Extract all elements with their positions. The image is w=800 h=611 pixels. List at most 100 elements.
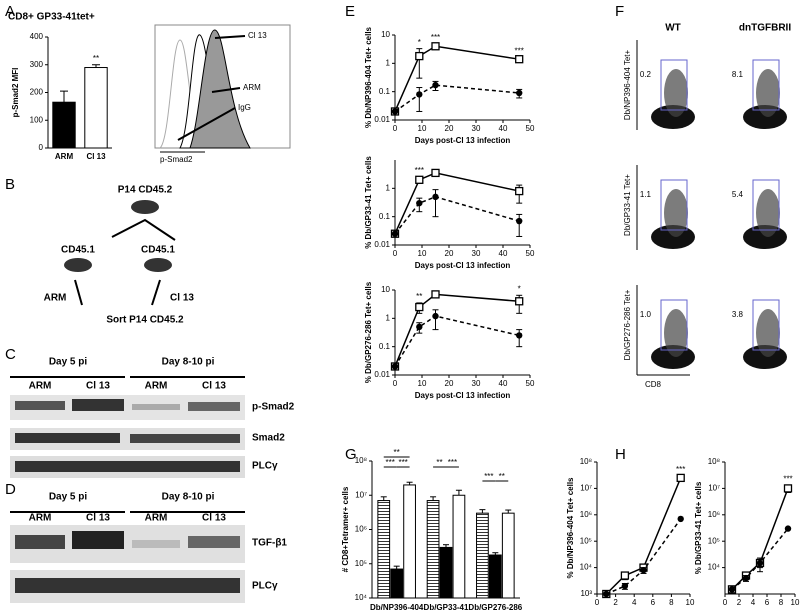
x-tick-label: 8: [669, 598, 674, 607]
point: [432, 193, 439, 201]
significance: *: [418, 38, 421, 47]
bar: [501, 512, 515, 599]
series-line: [394, 45, 520, 112]
gate-percent: 5.4: [732, 190, 744, 199]
y-tick-label: 1: [386, 313, 391, 322]
point: [515, 55, 524, 64]
gate-percent: 3.8: [732, 310, 744, 319]
y-tick-label: 400: [30, 32, 44, 41]
comparison-label: **: [394, 448, 400, 457]
x-tick-label: 40: [499, 249, 508, 258]
bar: [52, 101, 76, 149]
panel-label: C: [5, 346, 16, 363]
series-line: [605, 477, 682, 595]
significance: ***: [515, 47, 524, 56]
y-tick-label: 10⁶: [708, 510, 720, 519]
significance: ***: [415, 166, 424, 175]
histogram-label: IgG: [238, 103, 251, 112]
lane-label: Cl 13: [202, 513, 226, 524]
comparison-label: ***: [398, 458, 407, 467]
y-tick-label: 0.1: [379, 87, 391, 96]
y-axis-label: % Db/GP33-41 Tet+ cells: [364, 156, 373, 249]
x-tick-label: 4: [632, 598, 637, 607]
bar: [426, 500, 440, 599]
lane-label: Cl 13: [86, 381, 110, 392]
node-label: Sort P14 CD45.2: [106, 315, 184, 326]
significance: **: [416, 292, 422, 301]
x-tick-label: 0: [393, 249, 398, 258]
y-tick-label: 10⁷: [355, 490, 367, 499]
x-axis-label: Days post-Cl 13 infection: [415, 136, 511, 145]
bar: [452, 494, 466, 599]
x-tick-label: Db/GP33-41: [424, 603, 469, 611]
y-tick-label: 10: [381, 285, 390, 294]
axis-label: p-Smad2: [160, 155, 193, 164]
lane-label: ARM: [145, 381, 168, 392]
histogram-curve: [189, 29, 251, 149]
y-tick-label: 0: [39, 143, 44, 152]
significance: *: [518, 284, 521, 293]
blot-d: [10, 511, 245, 603]
axis-label: CD8: [645, 380, 662, 389]
point: [742, 574, 750, 582]
x-axis-label: Days post-Cl 13 infection: [415, 391, 511, 400]
group-label: Day 5 pi: [49, 357, 88, 368]
y-tick-label: 10: [381, 30, 390, 39]
significance: ***: [783, 475, 792, 484]
point: [676, 473, 685, 483]
gate: [660, 299, 688, 351]
x-tick-label: 2: [613, 598, 618, 607]
y-tick-label: 10⁵: [355, 559, 367, 568]
x-tick-label: 20: [445, 249, 454, 258]
diagram-arrows: [74, 218, 176, 306]
cell-population: [664, 69, 688, 117]
cell-population: [756, 189, 780, 237]
gate: [752, 299, 780, 351]
x-tick-label: 10: [686, 598, 695, 607]
series-line: [394, 84, 520, 113]
cell-population: [651, 345, 695, 369]
mouse-icons: [64, 200, 172, 272]
cell-population: [743, 345, 787, 369]
panel-label: G: [345, 446, 357, 463]
y-tick-label: 10⁸: [708, 457, 720, 466]
x-tick-label: 6: [765, 598, 770, 607]
comparison-label: ***: [386, 458, 395, 467]
series-line: [394, 172, 520, 235]
x-tick-label: ARM: [55, 152, 74, 161]
point: [431, 42, 440, 51]
gate: [660, 59, 688, 111]
group-label: Day 5 pi: [49, 492, 88, 503]
y-tick-label: 10⁵: [580, 536, 592, 545]
point: [784, 525, 792, 532]
cell-population: [664, 189, 688, 237]
comparison-label: ***: [448, 458, 457, 467]
y-tick-label: 10⁶: [580, 510, 592, 519]
x-tick-label: Db/NP396-404: [370, 603, 424, 611]
band-label: PLCγ: [252, 461, 278, 472]
series-line: [394, 293, 520, 367]
x-tick-label: Cl 13: [86, 152, 106, 161]
point: [728, 586, 736, 593]
y-axis-label: % Db/NP396-404 Tet+ cells: [364, 26, 373, 128]
lane-label: ARM: [29, 513, 52, 524]
blot-c: [10, 376, 245, 478]
lane-label: ARM: [145, 513, 168, 524]
y-tick-label: 1: [386, 183, 391, 192]
point: [415, 175, 424, 184]
point: [515, 297, 524, 306]
lane-label: ARM: [29, 381, 52, 392]
point: [516, 89, 523, 97]
x-tick-label: 10: [418, 124, 427, 133]
point: [783, 484, 793, 493]
y-tick-label: 10⁵: [708, 536, 720, 545]
x-tick-label: 4: [751, 598, 756, 607]
y-tick-label: 0.01: [374, 240, 390, 249]
point: [431, 168, 440, 178]
lane-label: Cl 13: [86, 513, 110, 524]
x-tick-label: 20: [445, 124, 454, 133]
band-label: PLCγ: [252, 581, 278, 592]
row-label: Db/GP276-286 Tet+: [623, 289, 632, 360]
cell-population: [743, 225, 787, 249]
significance: ***: [431, 33, 440, 42]
